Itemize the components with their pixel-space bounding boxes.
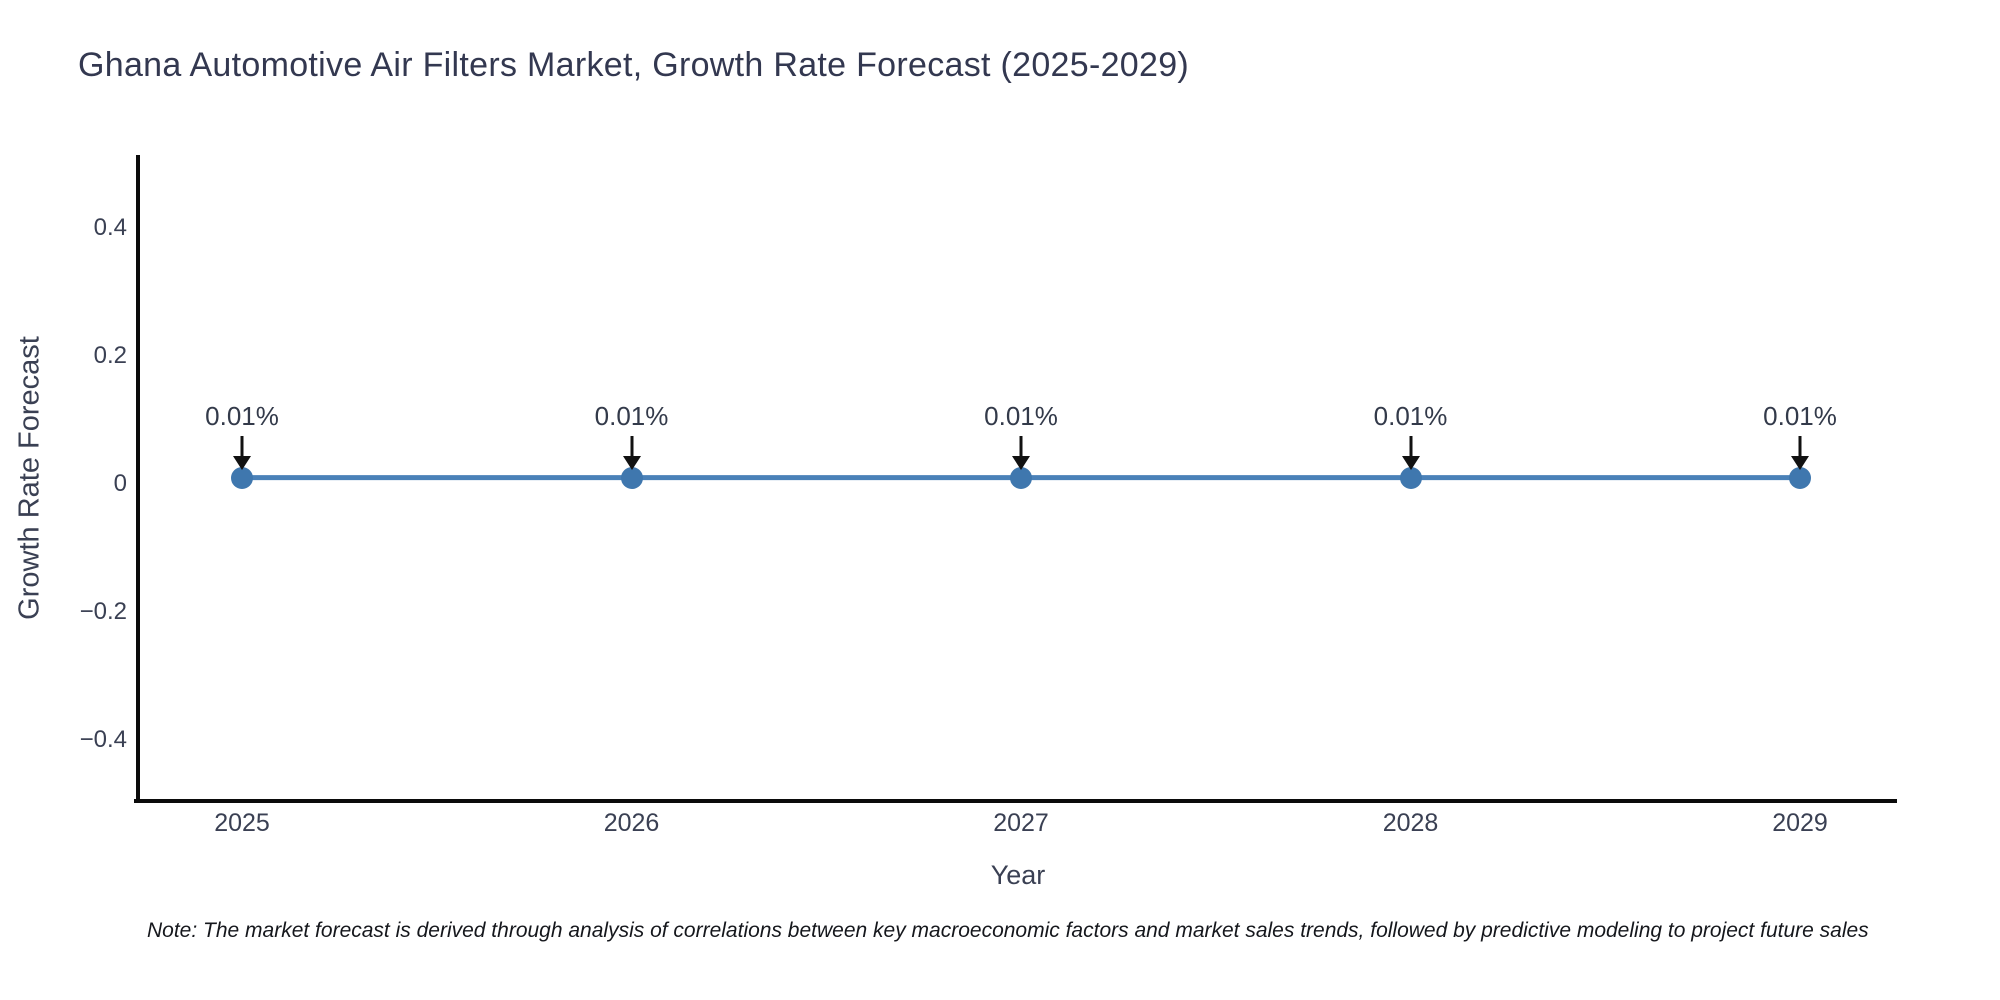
x-tick-label: 2028 [1382, 809, 1439, 837]
y-tick-label: 0 [113, 470, 127, 497]
data-point-annotation: 0.01% [205, 400, 279, 431]
data-point-annotation: 0.01% [1373, 400, 1448, 431]
annotation-arrow-shaft [630, 435, 633, 458]
data-point-marker [1789, 466, 1811, 489]
x-tick-label: 2029 [1772, 809, 1828, 837]
x-tick-label: 2027 [993, 809, 1049, 837]
data-point-annotation: 0.01% [1763, 400, 1837, 431]
annotation-arrow-head-icon [1012, 455, 1030, 470]
data-point-annotation: 0.01% [984, 400, 1058, 431]
footnote: Note: The market forecast is derived thr… [147, 919, 1869, 942]
annotation-arrow-shaft [240, 435, 244, 458]
x-axis-label: Year [990, 860, 1046, 890]
data-point-marker [1399, 466, 1422, 489]
annotation-arrow-head-icon [1401, 455, 1420, 470]
annotation-arrow-shaft [1019, 435, 1023, 458]
x-axis-spine [134, 799, 1897, 803]
y-tick-label: −0.2 [79, 598, 127, 625]
x-tick-label: 2025 [214, 809, 270, 837]
y-tick-label: 0.2 [93, 342, 127, 369]
y-axis-spine [136, 155, 140, 803]
annotation-arrow-head-icon [622, 455, 641, 470]
y-tick-label: 0.4 [93, 214, 127, 241]
data-point-marker [1010, 466, 1032, 489]
chart-title: Ghana Automotive Air Filters Market, Gro… [78, 46, 1190, 84]
annotation-arrow-head-icon [1791, 455, 1809, 470]
y-tick-label: −0.4 [79, 726, 127, 753]
annotation-arrow-shaft [1409, 435, 1412, 458]
x-tick-label: 2026 [603, 809, 660, 837]
data-point-annotation: 0.01% [594, 400, 669, 431]
annotation-arrow-head-icon [233, 455, 251, 470]
annotation-arrow-shaft [1798, 435, 1802, 458]
data-point-marker [231, 466, 253, 489]
data-point-marker [620, 466, 643, 489]
